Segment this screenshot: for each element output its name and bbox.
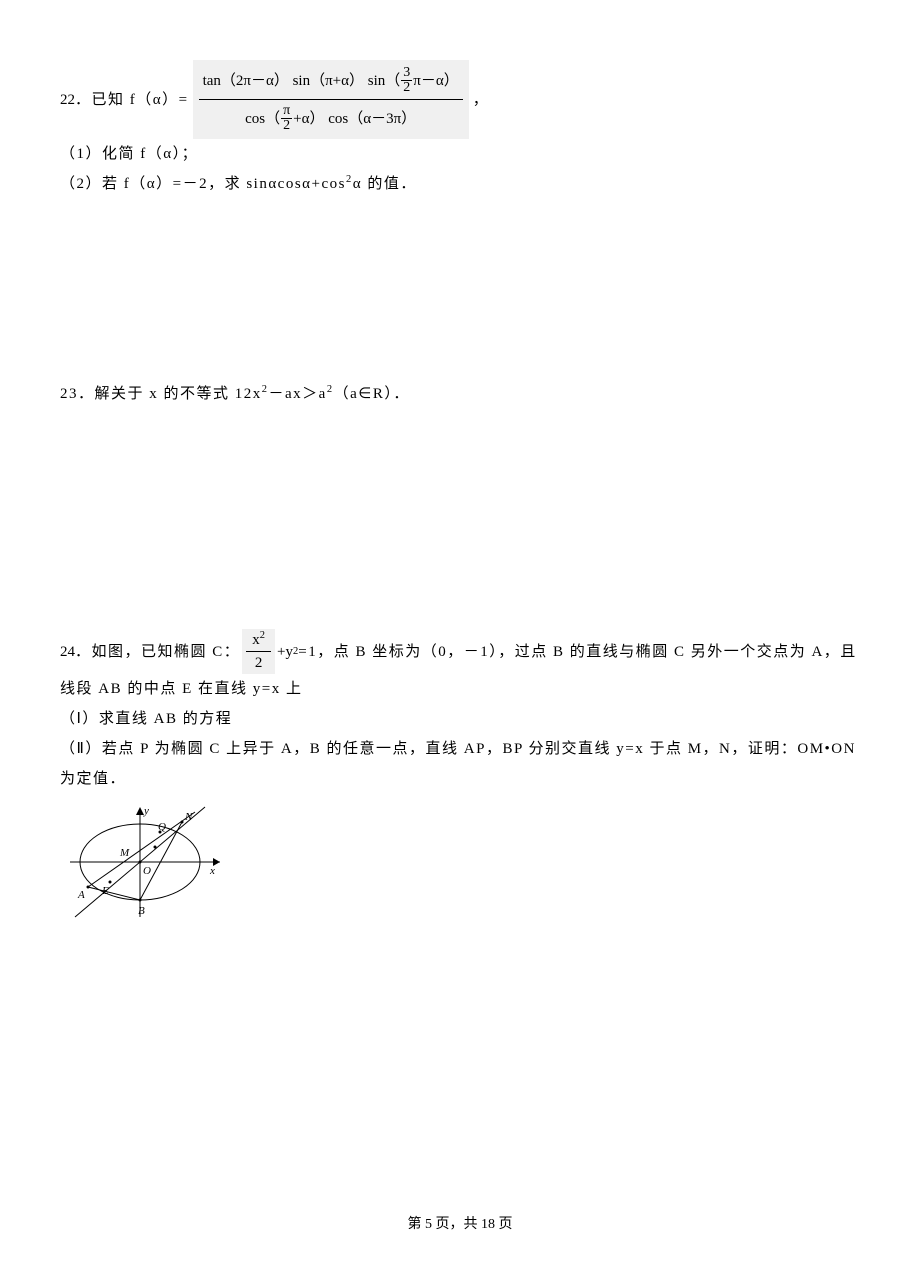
p23-line: 23．解关于 x 的不等式 12x2－ax＞a2（a∈R）． <box>60 379 860 409</box>
footer-total: 18 <box>481 1217 495 1232</box>
p22-den-a-frac-den: 2 <box>281 119 292 133</box>
p23-number: 23 <box>60 386 78 402</box>
p23-text-a: ．解关于 x 的不等式 12x <box>78 386 262 402</box>
label-O: O <box>143 865 151 877</box>
label-M: M <box>119 847 130 859</box>
p24-frac-num-sup: 2 <box>260 630 265 641</box>
footer-a: 第 <box>408 1217 426 1232</box>
p22-num-a: tan（2π－α） <box>203 69 289 93</box>
p24-sub2: （Ⅱ）若点 P 为椭圆 C 上异于 A，B 的任意一点，直线 AP，BP 分别交… <box>60 734 860 764</box>
p22-num-c-prefix: sin（ <box>368 69 401 93</box>
p24-lead-d: 线段 AB 的中点 E 在直线 y=x 上 <box>60 674 860 704</box>
p22-den-a-suffix: +α） <box>293 107 324 131</box>
p24-diagram: y x A B E M N Q O <box>60 802 860 943</box>
p24-frac-num: x2 <box>246 631 271 652</box>
ellipse-diagram-svg: y x A B E M N Q O <box>60 802 230 932</box>
footer-b: 页，共 <box>432 1217 481 1232</box>
p22-den-a-frac-num: π <box>281 104 292 119</box>
p23-sup1: 2 <box>262 384 269 395</box>
p22-num-c-frac-den: 2 <box>401 81 412 95</box>
p24-number: 24 <box>60 637 75 667</box>
label-Q: Q <box>158 821 166 833</box>
p22-frac-numerator: tan（2π－α） sin（π+α） sin（ 3 2 π－α） <box>199 64 463 100</box>
label-E: E <box>101 885 109 897</box>
label-B: B <box>138 905 145 917</box>
p22-frac-denominator: cos（ π 2 +α） cos（α－3π） <box>199 100 463 135</box>
p24-frac-den: 2 <box>249 652 269 672</box>
p23-sup2: 2 <box>327 384 334 395</box>
label-x: x <box>209 865 215 877</box>
footer-c: 页 <box>495 1217 513 1232</box>
p22-main-fraction: tan（2π－α） sin（π+α） sin（ 3 2 π－α） cos（ π … <box>193 60 469 139</box>
p24-lead-c: =1，点 B 坐标为（0，－1），过点 B 的直线与椭圆 C 另外一个交点为 A… <box>298 637 857 667</box>
p22-num-c-suffix: π－α） <box>413 69 458 93</box>
p23-text-b: －ax＞a <box>269 386 327 402</box>
p24-line1: 24 ．如图，已知椭圆 C： x2 2 +y 2 =1，点 B 坐标为（0，－1），… <box>60 629 860 674</box>
problem-22: 22 ．已知 f（α）= tan（2π－α） sin（π+α） sin（ 3 2… <box>60 60 860 199</box>
p22-sub2-a: （2）若 f（α）=－2，求 sinαcosα+cos <box>60 176 346 192</box>
p22-den-b: cos（α－3π） <box>328 107 416 131</box>
p24-lead-b: +y <box>277 637 293 667</box>
label-A: A <box>77 889 85 901</box>
p24-lead-a: ．如图，已知椭圆 C： <box>75 637 240 667</box>
problem-24: 24 ．如图，已知椭圆 C： x2 2 +y 2 =1，点 B 坐标为（0，－1），… <box>60 629 860 943</box>
p24-frac-num-x: x <box>252 632 260 648</box>
p24-sub1: （Ⅰ）求直线 AB 的方程 <box>60 704 860 734</box>
p22-num-c-frac: 3 2 <box>401 66 412 95</box>
p22-lead: ．已知 f（α）= <box>75 85 189 115</box>
p22-sub2-b: α 的值． <box>353 176 417 192</box>
p23-text-c: （a∈R）． <box>334 386 410 402</box>
p22-den-a-frac: π 2 <box>281 104 292 133</box>
p22-sub1: （1）化简 f（α）； <box>60 139 860 169</box>
p22-number: 22 <box>60 85 75 115</box>
footer-page: 5 <box>425 1217 432 1232</box>
page-footer: 第 5 页，共 18 页 <box>0 1213 920 1233</box>
p22-after-formula: ， <box>473 85 488 115</box>
p22-sub2: （2）若 f（α）=－2，求 sinαcosα+cos2α 的值． <box>60 169 860 199</box>
p22-num-b: sin（π+α） <box>293 69 364 93</box>
p22-num-c-frac-num: 3 <box>401 66 412 81</box>
label-N: N <box>184 811 193 823</box>
p22-den-a-prefix: cos（ <box>245 107 280 131</box>
label-y: y <box>143 805 149 817</box>
p22-sub2-sup: 2 <box>346 174 353 185</box>
p24-frac: x2 2 <box>242 629 275 674</box>
p24-sub2b: 为定值． <box>60 764 860 794</box>
problem-23: 23．解关于 x 的不等式 12x2－ax＞a2（a∈R）． <box>60 379 860 409</box>
p22-line1: 22 ．已知 f（α）= tan（2π－α） sin（π+α） sin（ 3 2… <box>60 60 860 139</box>
